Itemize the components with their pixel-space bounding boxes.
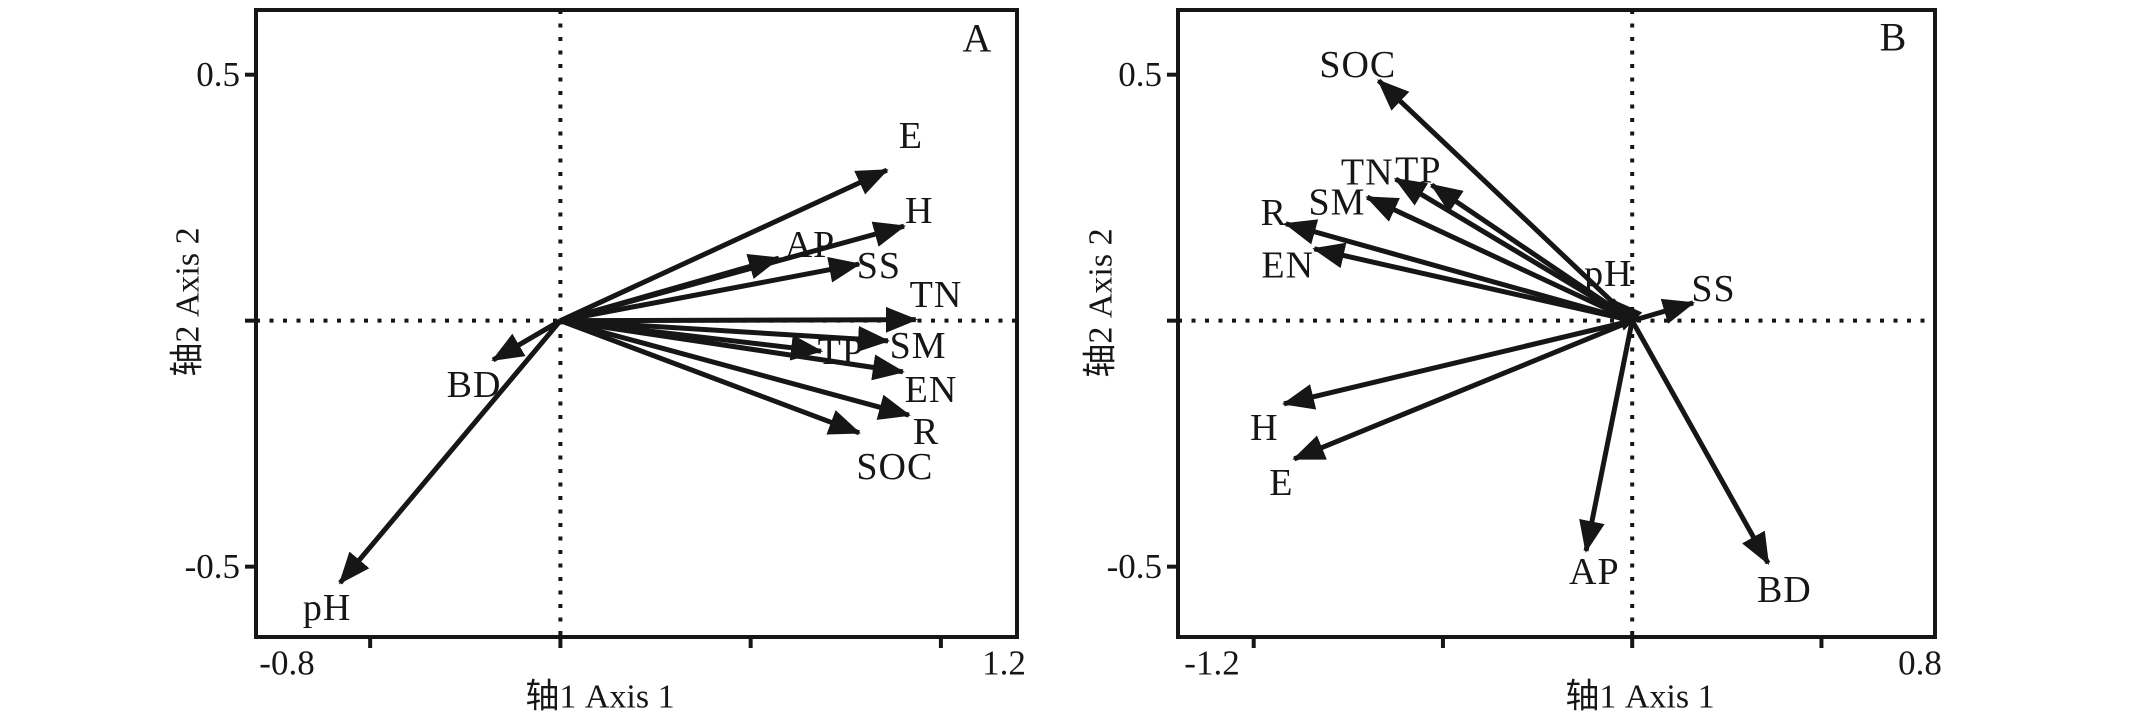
y-axis-title: 轴2 Axis 2 [169, 227, 207, 376]
arrow-shaft [1376, 78, 1634, 323]
arrow-label: H [905, 190, 933, 232]
arrow-label: pH [303, 587, 351, 629]
x-tick-label: -1.2 [1184, 644, 1239, 683]
arrow-label: SS [1691, 268, 1735, 310]
arrow-E: E [559, 115, 923, 323]
panel-letter: A [963, 16, 992, 61]
plot-frame [1176, 8, 1937, 639]
arrow-shaft [1282, 318, 1633, 410]
y-tick-label: 0.5 [196, 55, 240, 94]
arrow-SOC: SOC [559, 318, 933, 488]
arrow-label: AP [1569, 551, 1620, 593]
arrow-shaft [559, 167, 889, 323]
arrow-shaft [560, 306, 918, 333]
arrow-BD: BD [447, 318, 562, 406]
arrow-shaft [1429, 182, 1634, 323]
arrow-shaft [559, 253, 781, 324]
y-tick-label: 0.5 [1118, 55, 1162, 94]
arrow-label: E [1269, 462, 1293, 504]
arrow-shaft [560, 318, 905, 381]
arrow-label: BD [1757, 569, 1812, 611]
y-tick-label: -0.5 [1107, 547, 1162, 586]
arrow-label: R [1261, 192, 1287, 234]
arrow-label: SS [857, 245, 901, 287]
arrow-shaft [491, 318, 562, 363]
arrow-label: AP [785, 224, 836, 266]
arrow-SM: SM [560, 318, 947, 367]
arrow-pH: pH [1584, 253, 1643, 331]
arrow-label: SM [1309, 182, 1366, 224]
arrow-label: TN [1341, 152, 1394, 194]
arrow-R: R [1261, 192, 1633, 324]
arrow-shaft [1610, 298, 1643, 331]
arrow-label: pH [1584, 253, 1632, 295]
arrow-shaft [560, 318, 891, 352]
arrow-shaft [1579, 320, 1635, 553]
arrow-TN: TN [560, 274, 963, 333]
arrow-shaft [1630, 319, 1771, 565]
x-tick-label: -0.8 [259, 644, 314, 683]
arrow-label: EN [1261, 245, 1314, 287]
arrow-AP: AP [1569, 320, 1635, 593]
arrow-label: SM [890, 325, 947, 367]
arrow-pH: pH [303, 319, 563, 629]
arrow-SOC: SOC [1319, 44, 1634, 323]
arrow-SS: SS [1631, 268, 1735, 324]
arrow-EN: EN [1261, 242, 1633, 324]
arrow-label: R [913, 411, 939, 453]
arrow-shaft [1292, 318, 1634, 462]
arrow-label: TP [1395, 150, 1441, 192]
arrow-H: H [1250, 318, 1633, 449]
panel-letter: B [1880, 15, 1907, 60]
arrow-TP: TP [1395, 150, 1634, 323]
arrow-SM: SM [1309, 182, 1634, 323]
x-tick-label: 0.8 [1898, 644, 1942, 683]
y-tick-label: -0.5 [185, 547, 240, 586]
x-axis-title: 轴1 Axis 1 [525, 678, 674, 712]
arrow-shaft [1283, 219, 1633, 324]
arrow-BD: BD [1630, 319, 1812, 611]
biplot-panel-b: -1.2 0.8 0.5 -0.5 SOC TN TP SM R EN pH SS HE AP BD 轴1 A… [1082, 8, 1942, 712]
arrow-shaft [338, 319, 563, 585]
arrow-SS: SS [559, 245, 901, 324]
arrow-shaft [1312, 242, 1633, 324]
arrow-shaft [559, 256, 862, 324]
plot-frame [254, 8, 1019, 639]
arrow-E: E [1269, 318, 1634, 504]
arrow-AP: AP [559, 224, 836, 324]
x-tick-label: 1.2 [982, 644, 1026, 683]
arrow-shaft [1365, 194, 1634, 323]
arrow-label: SOC [856, 446, 933, 488]
arrow-shaft [559, 318, 911, 420]
y-axis-title: 轴2 Axis 2 [1082, 228, 1120, 377]
arrow-shaft [1631, 298, 1696, 324]
arrow-label: H [1250, 407, 1278, 449]
arrow-EN: EN [560, 318, 958, 411]
arrow-shaft [559, 318, 861, 436]
arrow-label: TN [910, 274, 963, 316]
arrow-label: EN [905, 369, 958, 411]
arrow-R: R [559, 318, 939, 453]
x-axis-title: 轴1 Axis 1 [1565, 678, 1714, 712]
arrow-label: SOC [1319, 44, 1396, 86]
arrow-TN: TN [1341, 152, 1634, 323]
arrow-label: E [899, 115, 923, 157]
